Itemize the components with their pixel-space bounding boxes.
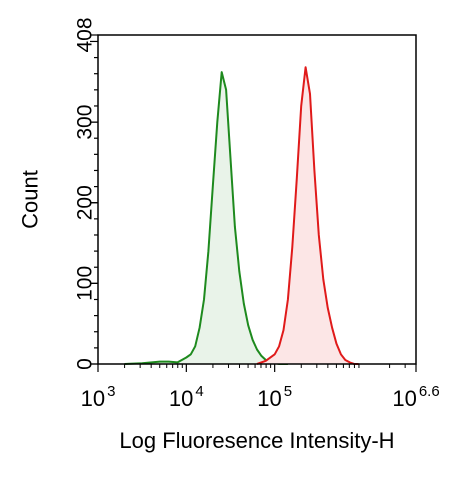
x-axis-title: Log Fluoresence Intensity-H	[119, 428, 394, 453]
x-tick-exponent: 6.6	[419, 383, 440, 400]
x-tick-base: 10	[169, 386, 193, 411]
plot-frame	[97, 34, 417, 365]
x-tick-exponent: 3	[107, 383, 115, 400]
x-tick-label: 10 4	[169, 383, 204, 411]
series-layer	[124, 66, 359, 365]
y-axis-title: Count	[18, 170, 43, 229]
x-tick-label: 10 6.6	[392, 383, 439, 411]
series-1-area	[124, 72, 288, 364]
x-tick-exponent: 5	[284, 383, 292, 400]
x-tick-base: 10	[257, 386, 281, 411]
series-2-line	[256, 66, 359, 365]
y-tick-label: 200	[73, 185, 96, 220]
x-tick-base: 10	[81, 386, 105, 411]
x-tick-label: 10 5	[257, 383, 292, 411]
x-tick-base: 10	[392, 386, 416, 411]
y-tick-label: 408	[73, 17, 96, 52]
y-tick-label: 0	[73, 358, 96, 370]
y-tick-label: 100	[73, 266, 96, 301]
series-2-area	[257, 67, 359, 365]
x-tick-label: 10 3	[81, 383, 116, 411]
x-tick-exponent: 4	[195, 383, 203, 400]
y-tick-label: 300	[73, 105, 96, 140]
